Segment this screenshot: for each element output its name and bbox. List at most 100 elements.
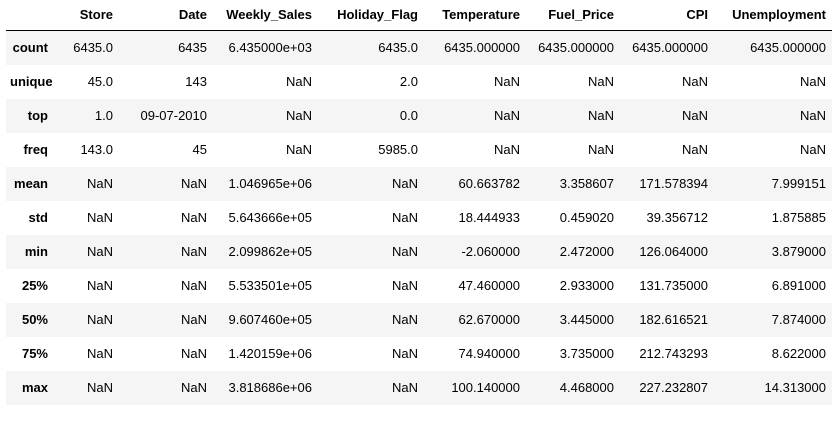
table-cell: NaN <box>180 380 207 395</box>
table-cell: 47.460000 <box>458 278 520 293</box>
table-cell: NaN <box>285 142 312 157</box>
row-index-label: 50% <box>21 312 48 327</box>
table-cell: NaN <box>180 346 207 361</box>
column-header: CPI <box>620 0 714 31</box>
table-row: count 6435.0 6435 6.435000e+03 6435.0 6435.00… <box>6 30 832 65</box>
row-index-label: unique <box>10 74 53 89</box>
table-cell: NaN <box>86 210 113 225</box>
row-index-label: min <box>24 244 48 259</box>
table-cell: 1.046965e+06 <box>228 176 312 191</box>
table-row: max NaN NaN 3.818686e+06 NaN 100.140000 4.4680… <box>6 371 832 405</box>
table-cell: 2.099862e+05 <box>228 244 312 259</box>
column-header: Temperature <box>424 0 526 31</box>
table-cell: NaN <box>285 108 312 123</box>
table-cell: 4.468000 <box>559 380 614 395</box>
table-cell: 2.933000 <box>559 278 614 293</box>
table-body: count 6435.0 6435 6.435000e+03 6435.0 6435.00… <box>6 30 832 405</box>
table-cell: 6435.000000 <box>444 40 520 55</box>
table-cell: 62.670000 <box>458 312 520 327</box>
table-cell: NaN <box>391 244 418 259</box>
table-row: 25% NaN NaN 5.533501e+05 NaN 47.460000 2.93300… <box>6 269 832 303</box>
table-cell: NaN <box>86 346 113 361</box>
table-cell: 212.743293 <box>639 346 708 361</box>
table-cell: NaN <box>86 312 113 327</box>
table-cell: NaN <box>681 74 708 89</box>
table-cell: NaN <box>681 108 708 123</box>
row-index-label: mean <box>14 176 48 191</box>
table-row: mean NaN NaN 1.046965e+06 NaN 60.663782 3.3586… <box>6 167 832 201</box>
table-cell: NaN <box>391 176 418 191</box>
table-row: std NaN NaN 5.643666e+05 NaN 18.444933 0.45902… <box>6 201 832 235</box>
table-cell: NaN <box>799 142 826 157</box>
index-corner-header <box>6 0 60 31</box>
row-index-label: std <box>28 210 49 225</box>
table-cell: 9.607460e+05 <box>228 312 312 327</box>
table-cell: NaN <box>391 278 418 293</box>
table-cell: 100.140000 <box>451 380 520 395</box>
table-cell: 3.445000 <box>559 312 614 327</box>
table-cell: 2.0 <box>399 74 418 89</box>
table-cell: NaN <box>587 142 614 157</box>
table-cell: NaN <box>180 244 207 259</box>
column-header: Store <box>60 0 119 31</box>
table-cell: 74.940000 <box>458 346 520 361</box>
table-cell: NaN <box>180 312 207 327</box>
table-cell: NaN <box>285 74 312 89</box>
table-cell: NaN <box>180 278 207 293</box>
table-cell: 5.533501e+05 <box>228 278 312 293</box>
table-cell: 3.735000 <box>559 346 614 361</box>
table-cell: NaN <box>493 108 520 123</box>
row-index-label: max <box>21 380 48 395</box>
table-cell: NaN <box>587 108 614 123</box>
table-cell: 1.0 <box>94 108 113 123</box>
table-cell: NaN <box>799 108 826 123</box>
table-row: freq 143.0 45 NaN 5985.0 NaN NaN NaN NaN <box>6 133 832 167</box>
table-cell: NaN <box>391 312 418 327</box>
table-row: min NaN NaN 2.099862e+05 NaN -2.060000 2.47200… <box>6 235 832 269</box>
table-cell: 39.356712 <box>646 210 708 225</box>
table-cell: -2.060000 <box>461 244 520 259</box>
table-row: 50% NaN NaN 9.607460e+05 NaN 62.670000 3.44500… <box>6 303 832 337</box>
table-cell: NaN <box>86 380 113 395</box>
column-header: Unemployment <box>714 0 832 31</box>
table-cell: 45.0 <box>87 74 113 89</box>
table-cell: 1.420159e+06 <box>228 346 312 361</box>
table-cell: NaN <box>391 380 418 395</box>
table-cell: NaN <box>391 346 418 361</box>
table-cell: NaN <box>391 210 418 225</box>
table-cell: 126.064000 <box>639 244 708 259</box>
describe-table: Store Date Weekly_Sales Holiday_Flag Tem… <box>6 0 832 405</box>
table-cell: NaN <box>86 244 113 259</box>
table-cell: 8.622000 <box>771 346 826 361</box>
table-cell: 7.999151 <box>771 176 826 191</box>
table-cell: 0.459020 <box>559 210 614 225</box>
table-cell: 5985.0 <box>378 142 418 157</box>
table-cell: 3.818686e+06 <box>228 380 312 395</box>
table-cell: 6.891000 <box>771 278 826 293</box>
table-cell: 143 <box>185 74 207 89</box>
table-cell: 3.879000 <box>771 244 826 259</box>
table-cell: 171.578394 <box>639 176 708 191</box>
table-header: Store Date Weekly_Sales Holiday_Flag Tem… <box>6 0 832 31</box>
table-row: unique 45.0 143 NaN 2.0 NaN NaN NaN NaN <box>6 65 832 99</box>
table-cell: 0.0 <box>399 108 418 123</box>
table-row: 75% NaN NaN 1.420159e+06 NaN 74.940000 3.73500… <box>6 337 832 371</box>
row-index-label: freq <box>23 142 48 157</box>
table-row: top 1.0 09-07-2010 NaN 0.0 NaN NaN NaN NaN <box>6 99 832 133</box>
header-row: Store Date Weekly_Sales Holiday_Flag Tem… <box>6 0 832 31</box>
row-index-label: count <box>12 40 48 55</box>
table-cell: 09-07-2010 <box>140 108 208 123</box>
table-cell: 6435.0 <box>73 40 113 55</box>
table-cell: NaN <box>587 74 614 89</box>
table-cell: 2.472000 <box>559 244 614 259</box>
table-cell: 143.0 <box>80 142 113 157</box>
table-cell: 5.643666e+05 <box>228 210 312 225</box>
table-cell: NaN <box>493 142 520 157</box>
table-cell: 14.313000 <box>764 380 826 395</box>
table-cell: NaN <box>493 74 520 89</box>
column-header: Holiday_Flag <box>318 0 424 31</box>
table-cell: 18.444933 <box>458 210 520 225</box>
column-header: Weekly_Sales <box>213 0 318 31</box>
table-cell: 131.735000 <box>639 278 708 293</box>
